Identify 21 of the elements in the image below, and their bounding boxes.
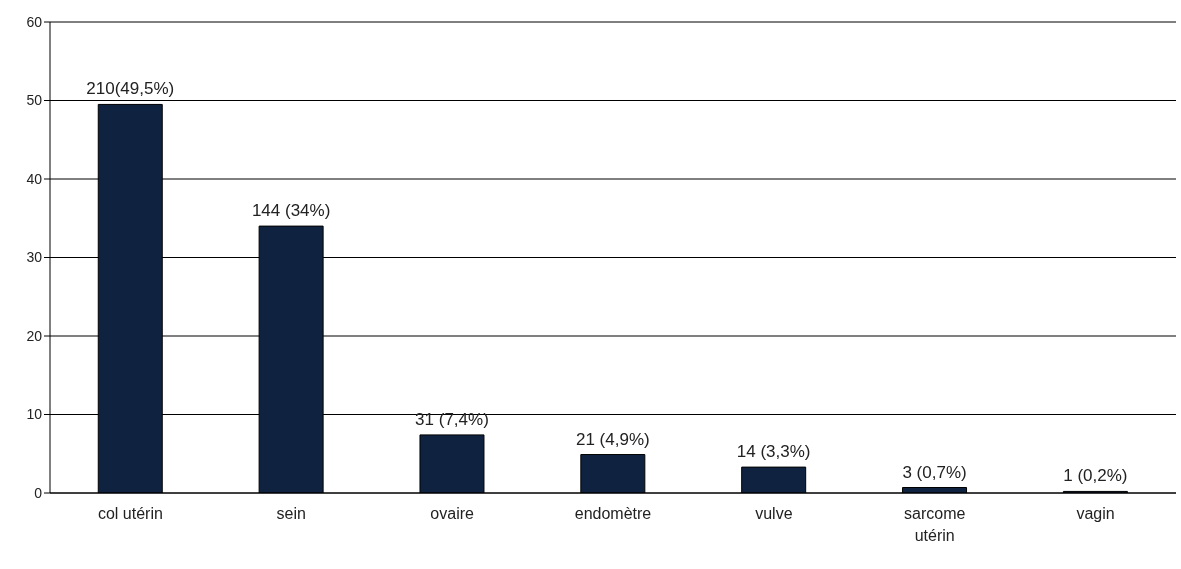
- data-label: 1 (0,2%): [1063, 466, 1128, 486]
- data-label: 3 (0,7%): [902, 462, 967, 482]
- x-tick-label: sein: [276, 505, 306, 522]
- y-tick-label: 40: [26, 170, 43, 187]
- x-tick-label: sarcome utérin: [904, 505, 966, 544]
- y-tick-label: 20: [26, 327, 43, 344]
- data-label: 31 (7,4%): [415, 409, 489, 429]
- data-label: 144 (34%): [251, 201, 331, 221]
- x-tick-label: endomètre: [574, 505, 652, 522]
- x-tick-label: vagin: [1076, 505, 1115, 522]
- x-tick-label: col utérin: [97, 505, 163, 522]
- x-tick-label: ovaire: [430, 505, 475, 522]
- data-label: 210(49,5%): [86, 79, 175, 99]
- x-tick-label: vulve: [755, 505, 793, 522]
- y-tick-label: 10: [26, 406, 43, 423]
- y-tick-label: 50: [26, 92, 43, 109]
- y-tick-label: 60: [26, 13, 43, 30]
- y-tick-label: 30: [26, 249, 43, 266]
- data-label: 14 (3,3%): [736, 442, 811, 462]
- data-label: 21 (4,9%): [575, 429, 650, 449]
- y-tick-label: 0: [34, 484, 43, 501]
